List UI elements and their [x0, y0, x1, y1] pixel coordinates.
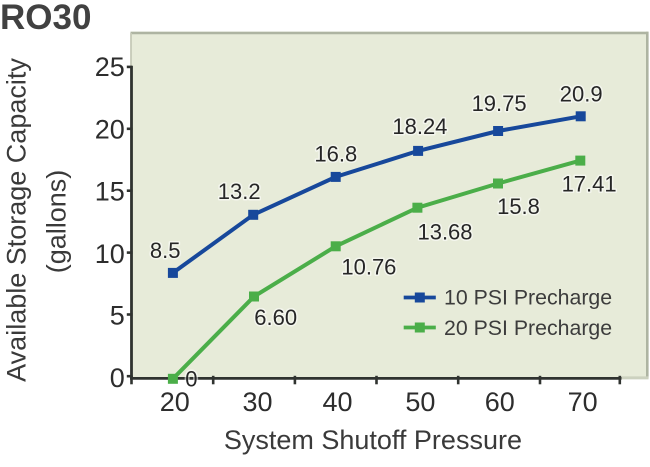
svg-text:20: 20	[95, 114, 125, 144]
svg-text:RO30: RO30	[0, 0, 91, 37]
svg-text:15.8: 15.8	[497, 194, 540, 219]
svg-text:60: 60	[485, 387, 515, 417]
svg-text:25: 25	[95, 52, 125, 82]
svg-text:10.76: 10.76	[341, 255, 396, 280]
svg-text:18.24: 18.24	[392, 114, 447, 139]
svg-text:50: 50	[405, 387, 435, 417]
svg-text:13.2: 13.2	[218, 179, 261, 204]
svg-text:16.8: 16.8	[314, 142, 357, 167]
svg-text:40: 40	[322, 387, 352, 417]
svg-text:System Shutoff Pressure: System Shutoff Pressure	[224, 425, 522, 455]
svg-text:15: 15	[95, 176, 125, 206]
svg-text:(gallons): (gallons)	[42, 170, 72, 274]
svg-text:6.60: 6.60	[254, 305, 297, 330]
svg-text:20.9: 20.9	[560, 82, 603, 107]
svg-text:5: 5	[110, 301, 125, 331]
svg-text:70: 70	[568, 387, 598, 417]
svg-text:17.41: 17.41	[562, 172, 617, 197]
svg-text:20: 20	[160, 387, 190, 417]
svg-text:30: 30	[242, 387, 272, 417]
svg-text:10: 10	[95, 239, 125, 269]
svg-text:20 PSI Precharge: 20 PSI Precharge	[444, 316, 612, 340]
svg-text:0: 0	[185, 367, 197, 392]
svg-text:10 PSI Precharge: 10 PSI Precharge	[444, 286, 612, 310]
svg-text:0: 0	[110, 363, 125, 393]
svg-text:19.75: 19.75	[472, 91, 527, 116]
svg-text:Available Storage Capacity: Available Storage Capacity	[2, 58, 32, 382]
svg-text:13.68: 13.68	[417, 219, 472, 244]
svg-text:8.5: 8.5	[150, 238, 181, 263]
